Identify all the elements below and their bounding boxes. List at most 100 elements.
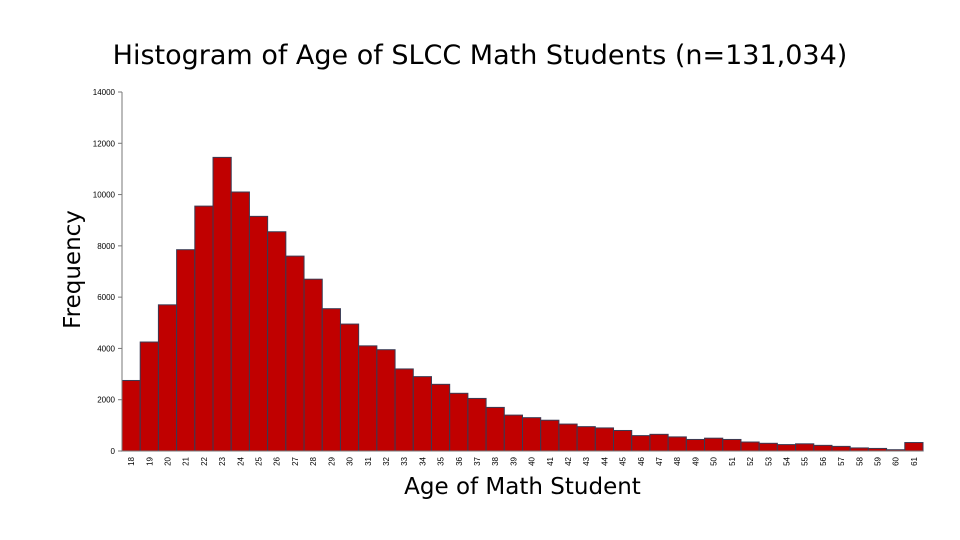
histogram-bar bbox=[613, 429, 633, 452]
histogram-bar bbox=[358, 345, 378, 452]
x-tick-label: 53 bbox=[764, 456, 773, 465]
histogram-bar bbox=[831, 445, 851, 452]
histogram-bar bbox=[722, 438, 742, 452]
histogram-bar bbox=[467, 397, 487, 452]
histogram-bar bbox=[758, 442, 778, 452]
x-tick-label: 59 bbox=[873, 456, 882, 465]
chart-title: Histogram of Age of SLCC Math Students (… bbox=[112, 40, 848, 71]
x-tick-label: 43 bbox=[582, 456, 591, 465]
histogram-bar bbox=[430, 383, 451, 452]
y-axis-label: Frequency bbox=[60, 210, 86, 329]
x-tick-label: 50 bbox=[710, 456, 719, 465]
y-tick-label: 12000 bbox=[93, 139, 116, 148]
x-tick-label: 45 bbox=[619, 456, 628, 465]
x-tick-label: 19 bbox=[145, 456, 154, 465]
x-tick-label: 26 bbox=[273, 456, 282, 465]
x-tick-label: 51 bbox=[728, 456, 737, 465]
x-tick-label: 40 bbox=[528, 456, 537, 465]
x-tick-label: 38 bbox=[491, 456, 500, 465]
x-axis-ticks: 18 19 20 21 22 23 24 25 26 27 28 29 30 31 32 33 34 35 36 37… bbox=[127, 456, 919, 465]
x-tick-label: 47 bbox=[655, 456, 664, 465]
x-tick-label: 25 bbox=[255, 456, 264, 465]
histogram-bar bbox=[704, 437, 724, 452]
x-tick-label: 56 bbox=[819, 456, 828, 465]
histogram-bar bbox=[558, 423, 578, 452]
y-tick-label: 0 bbox=[111, 447, 116, 456]
y-tick-label: 8000 bbox=[97, 242, 115, 251]
x-tick-label: 20 bbox=[164, 456, 173, 465]
histogram-bar bbox=[685, 438, 706, 452]
x-tick-label: 46 bbox=[637, 456, 646, 465]
histogram-bar bbox=[394, 368, 414, 452]
histogram-bar bbox=[157, 304, 178, 452]
x-tick-label: 37 bbox=[473, 456, 482, 465]
histogram-bar bbox=[522, 417, 542, 452]
x-tick-label: 55 bbox=[801, 456, 810, 465]
histogram-bar bbox=[176, 249, 196, 452]
histogram-bar bbox=[740, 441, 760, 452]
histogram-bar bbox=[649, 433, 669, 452]
histogram-bar bbox=[412, 376, 432, 452]
x-tick-label: 60 bbox=[892, 456, 901, 465]
x-tick-label: 36 bbox=[455, 456, 464, 465]
histogram-bar bbox=[449, 392, 469, 452]
histogram-bar bbox=[230, 191, 250, 452]
x-tick-label: 49 bbox=[691, 456, 700, 465]
histogram-bar bbox=[594, 427, 615, 452]
y-tick-label: 10000 bbox=[93, 191, 116, 200]
histogram-bar bbox=[194, 205, 214, 452]
histogram-bar bbox=[248, 215, 269, 452]
histogram-bar bbox=[212, 156, 232, 452]
histogram-bar bbox=[776, 444, 797, 452]
x-tick-label: 54 bbox=[782, 456, 791, 465]
histogram-bar bbox=[795, 443, 815, 452]
x-tick-label: 33 bbox=[400, 456, 409, 465]
x-tick-label: 52 bbox=[746, 456, 755, 465]
histogram-bar bbox=[121, 379, 141, 452]
x-tick-label: 27 bbox=[291, 456, 300, 465]
x-tick-label: 24 bbox=[236, 456, 245, 465]
y-tick-label: 6000 bbox=[97, 293, 115, 302]
histogram-bar bbox=[339, 323, 360, 452]
x-tick-label: 44 bbox=[600, 456, 609, 465]
histogram-bar bbox=[667, 436, 687, 452]
y-axis-ticks: 0 2000 4000 6000 8000 10000 12000 14000 bbox=[93, 88, 122, 456]
x-tick-label: 35 bbox=[437, 456, 446, 465]
histogram-bar bbox=[376, 349, 396, 452]
histogram-bar bbox=[576, 426, 596, 452]
x-tick-label: 22 bbox=[200, 456, 209, 465]
histogram-bar bbox=[904, 442, 924, 452]
x-tick-label: 39 bbox=[509, 456, 518, 465]
histogram-bar bbox=[631, 435, 651, 452]
x-tick-label: 34 bbox=[418, 456, 427, 465]
x-tick-label: 32 bbox=[382, 456, 391, 465]
x-tick-label: 28 bbox=[309, 456, 318, 465]
x-tick-label: 18 bbox=[127, 456, 136, 465]
x-tick-label: 57 bbox=[837, 456, 846, 465]
x-axis-label: Age of Math Student bbox=[404, 474, 641, 500]
y-tick-label: 14000 bbox=[93, 88, 116, 97]
x-tick-label: 41 bbox=[546, 456, 555, 465]
histogram-bar bbox=[485, 406, 505, 452]
y-tick-label: 2000 bbox=[97, 396, 115, 405]
histogram-bar bbox=[285, 255, 305, 452]
y-tick-label: 4000 bbox=[97, 344, 115, 353]
histogram-bar bbox=[267, 231, 287, 452]
histogram-bars bbox=[121, 156, 924, 452]
x-tick-label: 21 bbox=[182, 456, 191, 465]
histogram-bar bbox=[303, 278, 323, 452]
x-tick-label: 42 bbox=[564, 456, 573, 465]
histogram-bar bbox=[813, 444, 833, 452]
histogram-bar bbox=[321, 308, 341, 452]
x-tick-label: 23 bbox=[218, 456, 227, 465]
x-tick-label: 58 bbox=[855, 456, 864, 465]
x-tick-label: 29 bbox=[327, 456, 336, 465]
x-tick-label: 61 bbox=[910, 456, 919, 465]
x-tick-label: 48 bbox=[673, 456, 682, 465]
x-tick-label: 31 bbox=[364, 456, 373, 465]
x-tick-label: 30 bbox=[346, 456, 355, 465]
histogram-bar bbox=[540, 419, 560, 452]
histogram-bar bbox=[503, 414, 523, 452]
histogram-bar bbox=[139, 341, 159, 452]
